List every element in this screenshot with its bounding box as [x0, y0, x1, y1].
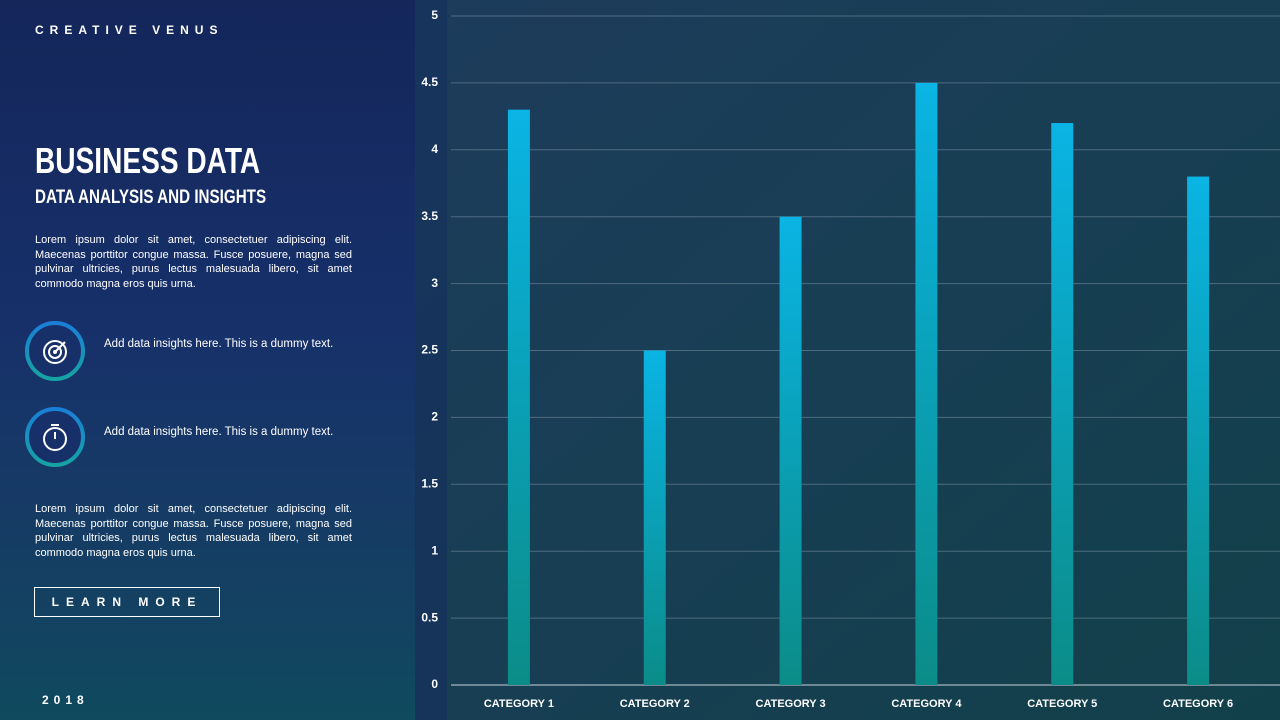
y-tick-label: 2: [431, 410, 438, 424]
bar: [779, 216, 802, 685]
x-tick-label: CATEGORY 5: [1027, 698, 1097, 710]
chart-background: [415, 0, 1280, 720]
slide-title: BUSINESS DATA: [35, 140, 261, 181]
paragraph: Lorem ipsum dolor sit amet, consectetuer…: [35, 234, 352, 290]
insight-text: Add data insights here. This is a dummy …: [104, 426, 334, 438]
y-tick-label: 1: [431, 543, 438, 557]
insight-text: Add data insights here. This is a dummy …: [104, 338, 334, 350]
y-tick-label: 0.5: [421, 610, 438, 624]
paragraph: Lorem ipsum dolor sit amet, consectetuer…: [35, 503, 352, 559]
bar: [507, 109, 530, 685]
target-icon: [25, 321, 85, 381]
year: 2018: [42, 693, 89, 707]
bar: [1051, 123, 1074, 686]
y-tick-label: 3: [431, 276, 438, 290]
x-tick-label: CATEGORY 2: [620, 698, 690, 710]
x-tick-label: CATEGORY 1: [484, 698, 554, 710]
stopwatch-icon: [25, 407, 85, 467]
slide-subtitle: DATA ANALYSIS AND INSIGHTS: [35, 187, 267, 208]
x-tick-label: CATEGORY 6: [1163, 698, 1233, 710]
y-tick-label: 3.5: [421, 209, 438, 223]
brand: CREATIVE VENUS: [35, 23, 224, 37]
y-tick-label: 1.5: [421, 476, 438, 490]
y-tick-label: 2.5: [421, 343, 438, 357]
left-panel: CREATIVE VENUS BUSINESS DATA DATA ANALYS…: [0, 0, 415, 720]
x-tick-label: CATEGORY 4: [891, 698, 962, 710]
bar: [1187, 176, 1210, 685]
learn-more-button[interactable]: LEARN MORE: [34, 587, 220, 617]
axis-strip: [415, 0, 447, 720]
y-tick-label: 4.5: [421, 75, 438, 89]
x-tick-label: CATEGORY 3: [756, 698, 826, 710]
y-tick-label: 4: [431, 142, 438, 156]
bar: [643, 350, 666, 685]
y-tick-label: 5: [431, 8, 438, 22]
bar: [915, 82, 938, 685]
y-tick-label: 0: [431, 677, 438, 691]
